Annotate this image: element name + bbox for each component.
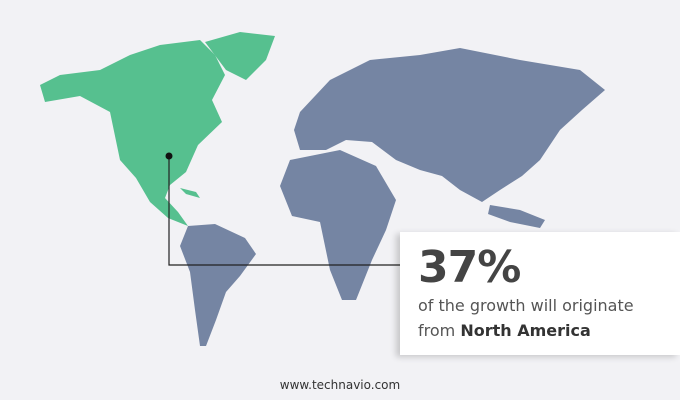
region-eurasia[interactable] <box>294 48 605 202</box>
region-south-america[interactable] <box>180 224 256 346</box>
growth-percentage: 37% <box>418 242 521 293</box>
region-greenland[interactable] <box>205 32 275 80</box>
callout-prefix: from <box>418 321 456 340</box>
region-north-america[interactable] <box>40 40 225 226</box>
region-caribbean <box>180 188 200 198</box>
callout-text-line2: from North America <box>418 321 591 340</box>
callout-text-line1: of the growth will originate <box>418 296 634 315</box>
callout-card: 37% of the growth will originate from No… <box>400 232 680 355</box>
region-southeast-asia <box>488 205 545 228</box>
callout-leader-line <box>168 156 405 266</box>
footer-url: www.technavio.com <box>279 378 401 392</box>
location-marker <box>165 152 173 160</box>
callout-region: North America <box>460 321 591 340</box>
region-africa[interactable] <box>280 150 396 300</box>
